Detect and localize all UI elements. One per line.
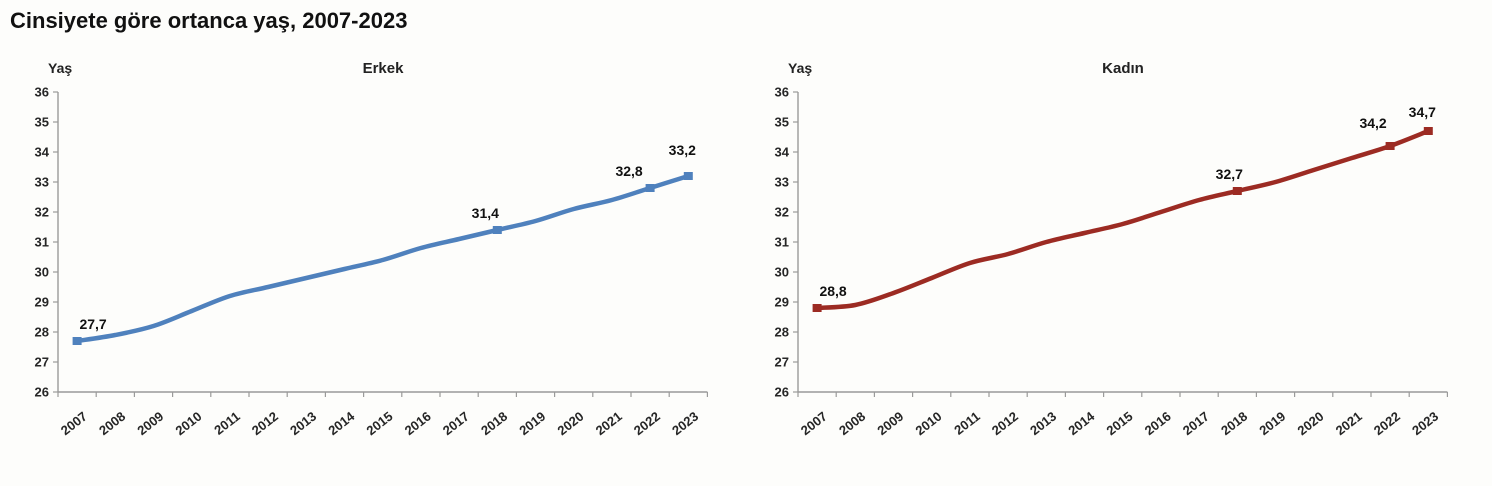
- y-tick-label: 34: [35, 145, 50, 160]
- data-point-label: 34,7: [1409, 104, 1436, 120]
- y-tick-label: 31: [35, 235, 49, 250]
- y-tick-label: 29: [775, 295, 789, 310]
- data-point-label: 32,7: [1216, 166, 1243, 182]
- x-tick-label: 2018: [478, 409, 510, 439]
- x-tick-label: 2017: [440, 409, 472, 439]
- y-tick-label: 29: [35, 295, 49, 310]
- x-tick-label: 2010: [913, 409, 945, 439]
- x-tick-label: 2020: [1295, 409, 1327, 439]
- data-point-label: 33,2: [669, 142, 696, 158]
- x-tick-label: 2015: [364, 409, 396, 439]
- x-tick-label: 2009: [874, 409, 906, 439]
- y-tick-label: 33: [775, 175, 789, 190]
- y-tick-label: 35: [35, 115, 49, 130]
- y-axis-title-male: Yaş: [48, 60, 73, 76]
- series-line: [74, 173, 691, 344]
- female-chart-title: Kadın: [1102, 60, 1144, 77]
- y-tick-label: 36: [35, 85, 49, 100]
- data-point-marker: [1232, 187, 1242, 195]
- x-tick-label: 2017: [1180, 409, 1212, 439]
- x-tick-label: 2007: [58, 409, 90, 439]
- x-tick-label: 2018: [1218, 409, 1250, 439]
- data-point-label: 27,7: [79, 316, 106, 332]
- y-tick-label: 31: [775, 235, 789, 250]
- y-tick-label: 33: [35, 175, 49, 190]
- y-tick-label: 28: [775, 325, 789, 340]
- male-chart-title: Erkek: [362, 60, 404, 77]
- y-tick-label: 27: [35, 355, 49, 370]
- x-tick-label: 2016: [1142, 409, 1174, 439]
- y-tick-label: 34: [775, 145, 790, 160]
- x-tick-label: 2008: [96, 409, 128, 439]
- x-tick-label: 2023: [1409, 409, 1441, 439]
- x-tick-label: 2019: [516, 409, 548, 439]
- y-tick-label: 27: [775, 355, 789, 370]
- data-point-marker: [72, 337, 82, 345]
- data-point-label: 34,2: [1359, 115, 1386, 131]
- y-tick-label: 32: [775, 205, 789, 220]
- data-point-label: 32,8: [615, 163, 642, 179]
- y-tick-label: 36: [775, 85, 789, 100]
- x-tick-label: 2011: [951, 409, 982, 438]
- y-tick-label: 26: [35, 385, 49, 400]
- charts-row: Yaş Erkek 26 27 28 29 30 31 32 33 34 35 36 2007 2008…: [18, 52, 1476, 464]
- x-tick-label: 2013: [287, 409, 319, 439]
- chart-main-title: Cinsiyete göre ortanca yaş, 2007-2023: [10, 8, 408, 33]
- x-tick-label: 2007: [798, 409, 830, 439]
- x-tick-label: 2021: [1333, 409, 1365, 439]
- x-tick-label: 2009: [134, 409, 166, 439]
- y-tick-label: 28: [35, 325, 49, 340]
- data-point-marker: [1385, 142, 1395, 150]
- x-tick-label: 2021: [593, 409, 625, 439]
- x-tick-label: 2014: [325, 408, 358, 438]
- data-point-marker: [812, 304, 822, 312]
- page: Cinsiyete göre ortanca yaş, 2007-2023 Ya…: [0, 8, 1492, 438]
- x-tick-label: 2022: [631, 409, 663, 439]
- y-tick-label: 30: [775, 265, 789, 280]
- female-chart-panel: Yaş Kadın 26 27 28 29 30 31 32 33 34 35 36 2007 2008…: [758, 52, 1476, 464]
- y-axis-title-female: Yaş: [788, 60, 813, 76]
- y-tick-label: 30: [35, 265, 49, 280]
- x-tick-label: 2023: [669, 409, 701, 439]
- x-tick-label: 2020: [555, 409, 587, 439]
- x-tick-label: 2011: [211, 409, 242, 438]
- data-point-marker: [492, 226, 502, 234]
- x-tick-label: 2013: [1027, 409, 1059, 439]
- x-tick-label: 2010: [173, 409, 205, 439]
- x-tick-label: 2014: [1065, 408, 1098, 438]
- x-tick-label: 2012: [249, 409, 281, 439]
- series-line: [814, 128, 1431, 311]
- data-point-label: 31,4: [472, 205, 499, 221]
- x-tick-label: 2012: [989, 409, 1021, 439]
- data-point-marker: [683, 172, 693, 180]
- y-tick-label: 26: [775, 385, 789, 400]
- x-tick-label: 2016: [402, 409, 434, 439]
- data-point-marker: [1423, 127, 1433, 135]
- x-tick-label: 2015: [1104, 409, 1136, 439]
- x-tick-label: 2022: [1371, 409, 1403, 439]
- male-chart-panel: Yaş Erkek 26 27 28 29 30 31 32 33 34 35 36 2007 2008…: [18, 52, 736, 464]
- data-point-label: 28,8: [819, 283, 846, 299]
- x-tick-label: 2019: [1256, 409, 1288, 439]
- y-tick-label: 35: [775, 115, 789, 130]
- data-point-marker: [645, 184, 655, 192]
- x-tick-label: 2008: [836, 409, 868, 439]
- y-tick-label: 32: [35, 205, 49, 220]
